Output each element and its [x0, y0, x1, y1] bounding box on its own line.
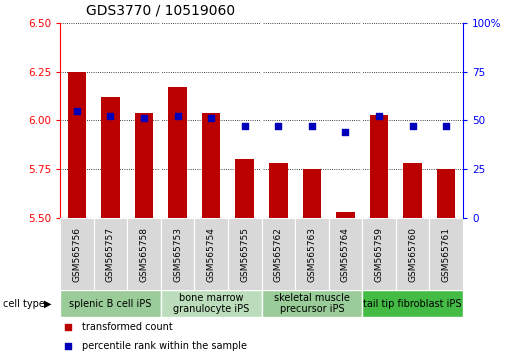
Text: GSM565756: GSM565756 — [72, 227, 82, 282]
Bar — [67, 72, 86, 218]
Bar — [235, 159, 254, 218]
Point — [308, 124, 316, 129]
Text: GSM565758: GSM565758 — [140, 227, 149, 282]
Bar — [370, 114, 388, 218]
Text: percentile rank within the sample: percentile rank within the sample — [82, 341, 247, 351]
Text: splenic B cell iPS: splenic B cell iPS — [69, 298, 152, 309]
Bar — [161, 218, 195, 292]
Bar — [403, 163, 422, 218]
Text: GSM565754: GSM565754 — [207, 227, 215, 282]
Text: GSM565757: GSM565757 — [106, 227, 115, 282]
Bar — [262, 218, 295, 292]
Bar — [202, 113, 220, 218]
Bar — [228, 218, 262, 292]
Bar — [135, 113, 153, 218]
Bar — [101, 97, 120, 218]
Bar — [437, 169, 456, 218]
Text: GSM565763: GSM565763 — [308, 227, 316, 282]
Text: GSM565761: GSM565761 — [441, 227, 451, 282]
Bar — [362, 290, 463, 317]
Bar — [94, 218, 127, 292]
Bar — [396, 218, 429, 292]
Point — [241, 124, 249, 129]
Bar — [60, 218, 94, 292]
Text: GSM565764: GSM565764 — [341, 227, 350, 282]
Point — [64, 343, 72, 348]
Point — [274, 124, 282, 129]
Text: GSM565759: GSM565759 — [374, 227, 383, 282]
Text: tail tip fibroblast iPS: tail tip fibroblast iPS — [363, 298, 462, 309]
Text: GSM565762: GSM565762 — [274, 227, 283, 282]
Point — [341, 129, 349, 135]
Point — [442, 124, 450, 129]
Bar — [195, 218, 228, 292]
Text: GSM565755: GSM565755 — [240, 227, 249, 282]
Point — [64, 324, 72, 329]
Text: skeletal muscle
precursor iPS: skeletal muscle precursor iPS — [274, 293, 350, 314]
Bar — [295, 218, 328, 292]
Bar — [60, 290, 161, 317]
Text: GSM565760: GSM565760 — [408, 227, 417, 282]
Point — [375, 114, 383, 119]
Bar — [161, 290, 262, 317]
Bar — [303, 169, 321, 218]
Point — [140, 115, 148, 121]
Point — [408, 124, 417, 129]
Bar — [262, 290, 362, 317]
Point — [174, 114, 182, 119]
Bar — [336, 212, 355, 218]
Point — [73, 108, 81, 113]
Bar — [362, 218, 396, 292]
Bar — [269, 163, 288, 218]
Text: ▶: ▶ — [44, 298, 52, 309]
Bar — [429, 218, 463, 292]
Bar — [127, 218, 161, 292]
Text: GSM565753: GSM565753 — [173, 227, 182, 282]
Text: GDS3770 / 10519060: GDS3770 / 10519060 — [86, 4, 235, 18]
Text: bone marrow
granulocyte iPS: bone marrow granulocyte iPS — [173, 293, 249, 314]
Text: transformed count: transformed count — [82, 321, 173, 332]
Point — [106, 114, 115, 119]
Point — [207, 115, 215, 121]
Bar — [328, 218, 362, 292]
Bar — [168, 87, 187, 218]
Text: cell type: cell type — [3, 298, 44, 309]
